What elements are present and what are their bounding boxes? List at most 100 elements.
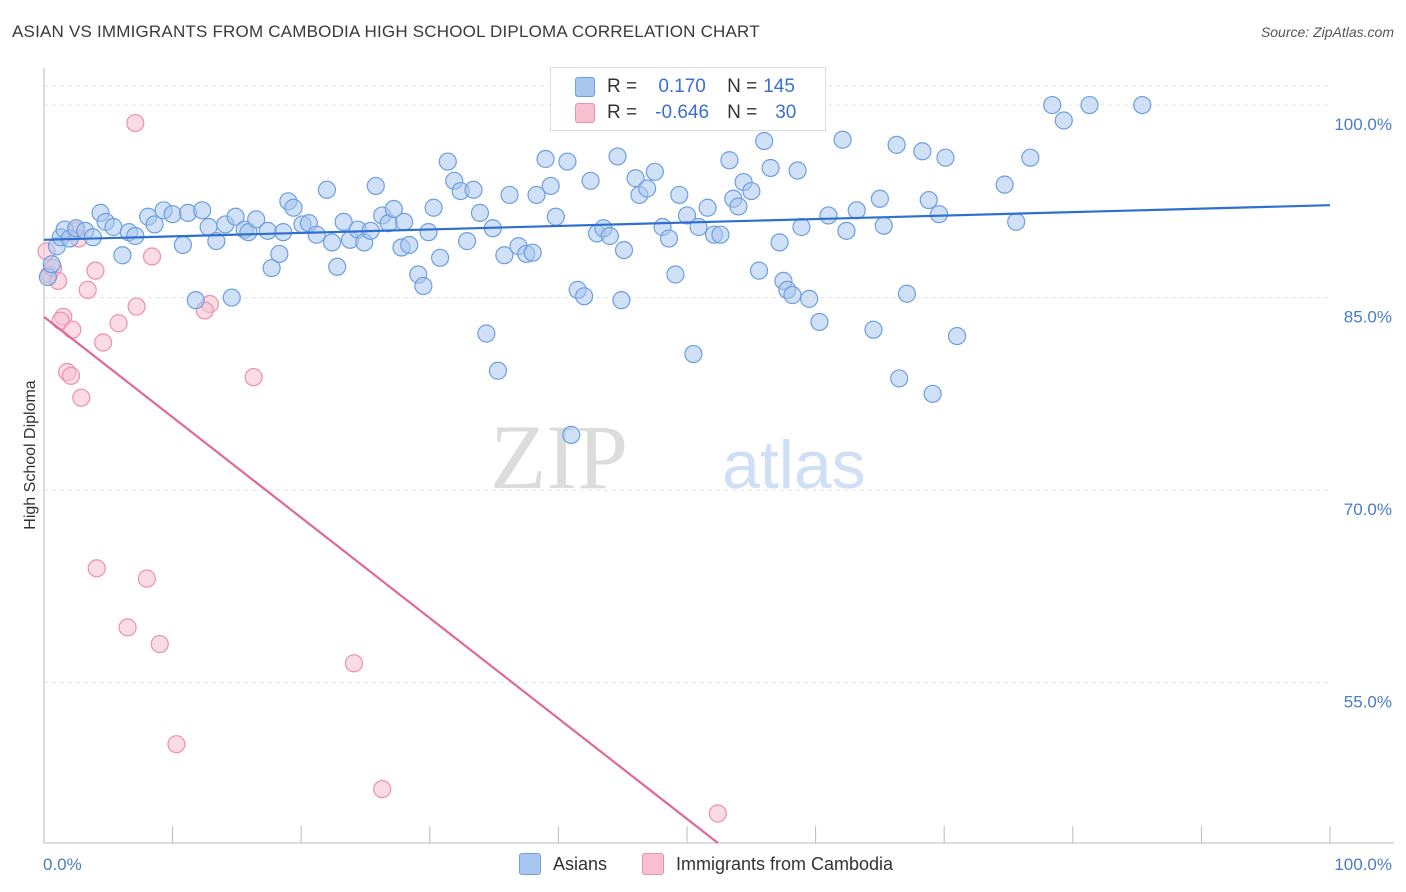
asian-point xyxy=(936,148,955,167)
asian-trend-line xyxy=(43,204,1331,241)
asian-point xyxy=(334,212,353,231)
asian-point xyxy=(207,232,226,251)
chart-title: ASIAN VS IMMIGRANTS FROM CAMBODIA HIGH S… xyxy=(12,22,760,41)
asian-point xyxy=(464,180,483,199)
asian-point xyxy=(698,198,717,217)
asian-point xyxy=(638,179,657,198)
x-tick-label-start: 0.0% xyxy=(43,855,82,874)
asian-point xyxy=(666,265,685,284)
x-tick-label-end: 100.0% xyxy=(1334,855,1392,874)
cambodia-point xyxy=(708,804,727,823)
cambodia-point xyxy=(118,618,137,637)
y-tick-label: 55.0% xyxy=(1344,693,1392,712)
asian-point xyxy=(800,289,819,308)
asian-point xyxy=(163,205,182,224)
legend-cambodia-label: Immigrants from Cambodia xyxy=(676,853,894,874)
asian-point xyxy=(995,175,1014,194)
asian-point xyxy=(929,205,949,224)
asian-point xyxy=(792,217,811,237)
legend-row-asians: R = 0.170 N = 145 xyxy=(575,74,795,100)
cambodia-point xyxy=(167,735,186,754)
asian-point xyxy=(1133,95,1152,115)
asian-point xyxy=(608,147,627,166)
asian-point xyxy=(749,261,769,280)
asian-point xyxy=(612,291,631,310)
legend-item-cambodia: Immigrants from Cambodia xyxy=(642,851,893,877)
asian-point xyxy=(470,203,490,222)
asian-point xyxy=(247,210,266,229)
legend-asian-label: Asians xyxy=(553,853,608,874)
asian-point xyxy=(847,201,866,220)
asian-point xyxy=(919,190,938,210)
asian-point xyxy=(258,221,277,240)
asian-point xyxy=(729,197,748,216)
asian-points xyxy=(38,95,1152,444)
asian-point xyxy=(523,243,542,262)
asian-r-label: R = xyxy=(607,76,638,97)
asian-point xyxy=(1080,95,1099,115)
asian-point xyxy=(788,161,807,180)
cambodia-r-value: -0.646 xyxy=(655,102,710,123)
asian-point xyxy=(874,216,893,235)
cambodia-point xyxy=(373,779,392,799)
asian-point xyxy=(1054,111,1073,130)
asian-point xyxy=(322,233,342,252)
asian-n-value: 145 xyxy=(763,76,795,97)
asian-point xyxy=(1007,212,1026,231)
asian-point xyxy=(284,198,303,217)
tick-labels: 100.0% 85.0% 70.0% 55.0% 0.0% 100.0% xyxy=(43,115,1392,874)
asian-point xyxy=(477,324,496,343)
asian-point xyxy=(575,287,594,306)
asian-point xyxy=(500,185,519,205)
gridlines xyxy=(44,85,1330,684)
asian-point xyxy=(262,258,281,278)
asian-point xyxy=(457,232,477,251)
cambodia-point xyxy=(87,559,106,578)
cambodia-point xyxy=(86,261,105,280)
asian-point xyxy=(720,151,739,170)
asian-point xyxy=(536,149,555,169)
asian-point xyxy=(659,229,679,248)
asian-point xyxy=(104,217,123,237)
asian-point xyxy=(562,425,581,444)
asian-point xyxy=(394,212,414,231)
asian-point xyxy=(384,199,403,219)
asian-point xyxy=(558,152,577,171)
asian-point xyxy=(711,225,730,244)
y-axis-label: High School Diploma xyxy=(22,380,39,530)
cambodia-point xyxy=(109,314,128,333)
asian-point xyxy=(761,158,780,178)
asian-point xyxy=(600,226,619,246)
asian-point xyxy=(947,326,967,346)
asian-point xyxy=(833,130,852,149)
legend-row-cambodia: R = -0.646 N = 30 xyxy=(575,100,796,126)
cambodia-point xyxy=(137,569,156,588)
asian-point xyxy=(770,233,789,252)
asian-point xyxy=(126,226,145,246)
asian-point xyxy=(488,361,508,380)
asian-r-value: 0.170 xyxy=(658,76,706,97)
y-tick-label: 85.0% xyxy=(1344,308,1392,327)
asian-point xyxy=(546,207,565,226)
cambodia-r-label: R = xyxy=(607,102,638,123)
asian-point xyxy=(897,284,917,303)
asian-point xyxy=(810,312,829,332)
asian-point xyxy=(527,185,546,205)
asian-point xyxy=(870,189,890,208)
asian-point xyxy=(366,176,385,196)
asian-point xyxy=(430,248,450,267)
asian-point xyxy=(913,142,932,161)
asian-point xyxy=(400,235,419,255)
asian-point xyxy=(438,152,457,171)
asian-point xyxy=(677,206,697,225)
asian-point xyxy=(670,185,689,205)
asian-point xyxy=(42,255,61,274)
asian-point xyxy=(890,369,909,388)
cambodia-point xyxy=(94,333,113,352)
cambodia-point xyxy=(344,654,364,673)
asian-point xyxy=(887,135,906,154)
cambodia-n-label: N = xyxy=(727,102,758,123)
asian-point xyxy=(145,215,164,234)
trend-lines xyxy=(43,204,1331,844)
